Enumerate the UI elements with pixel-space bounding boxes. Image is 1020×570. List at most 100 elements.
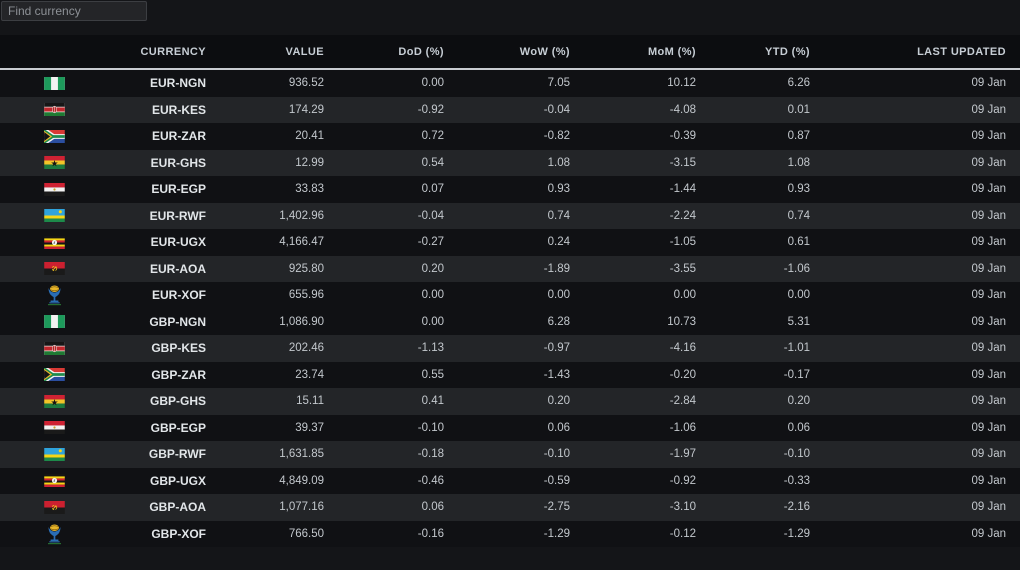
- last-updated-cell: 09 Jan: [971, 342, 1006, 355]
- dod-cell: 0.00: [421, 315, 444, 328]
- table-row[interactable]: EUR-EGP 33.83 0.07 0.93 -1.44 0.93 09 Ja…: [0, 176, 1020, 203]
- dod-cell: 0.54: [421, 156, 444, 169]
- table-row[interactable]: EUR-NGN 936.52 0.00 7.05 10.12 6.26 09 J…: [0, 70, 1020, 97]
- column-header-wow: WoW (%): [519, 45, 570, 58]
- ytd-cell: 0.61: [787, 236, 810, 249]
- south-africa-flag-icon: [44, 368, 65, 382]
- table-row[interactable]: GBP-KES 202.46 -1.13 -0.97 -4.16 -1.01 0…: [0, 335, 1020, 362]
- bceao-emblem-icon: [44, 523, 65, 545]
- wow-cell: 6.28: [547, 315, 570, 328]
- wow-cell: -0.82: [543, 130, 570, 143]
- wow-cell: -0.97: [543, 342, 570, 355]
- currency-pair-label: GBP-KES: [151, 341, 206, 356]
- currency-pair-label: GBP-XOF: [151, 526, 206, 541]
- table-row[interactable]: EUR-RWF 1,402.96 -0.04 0.74 -2.24 0.74 0…: [0, 202, 1020, 229]
- currency-pair-label: EUR-ZAR: [152, 129, 206, 144]
- dod-cell: 0.72: [421, 130, 444, 143]
- column-header-ytd: YTD (%): [765, 45, 810, 58]
- dod-cell: 0.55: [421, 368, 444, 381]
- currency-pair-label: EUR-GHS: [150, 155, 206, 170]
- currency-pair-label: EUR-NGN: [150, 76, 206, 91]
- wow-cell: -1.89: [543, 262, 570, 275]
- currency-pair-label: GBP-AOA: [149, 500, 206, 515]
- currency-pair-label: EUR-AOA: [150, 261, 206, 276]
- top-bar: [0, 0, 1020, 35]
- mom-cell: -3.15: [669, 156, 696, 169]
- mom-cell: -2.84: [669, 395, 696, 408]
- dod-cell: 0.07: [421, 183, 444, 196]
- last-updated-cell: 09 Jan: [971, 474, 1006, 487]
- table-row[interactable]: GBP-AOA 1,077.16 0.06 -2.75 -3.10 -2.16 …: [0, 494, 1020, 521]
- value-cell: 936.52: [288, 77, 324, 90]
- last-updated-cell: 09 Jan: [971, 130, 1006, 143]
- wow-cell: -2.75: [543, 501, 570, 514]
- egypt-flag-icon: [44, 421, 65, 435]
- last-updated-cell: 09 Jan: [971, 395, 1006, 408]
- ytd-cell: -2.16: [783, 501, 810, 514]
- ytd-cell: -0.10: [783, 448, 810, 461]
- table-row[interactable]: EUR-KES 174.29 -0.92 -0.04 -4.08 0.01 09…: [0, 96, 1020, 123]
- table-row[interactable]: EUR-AOA 925.80 0.20 -1.89 -3.55 -1.06 09…: [0, 255, 1020, 282]
- currency-pair-label: GBP-ZAR: [151, 367, 206, 382]
- mom-cell: -1.97: [669, 448, 696, 461]
- table-row[interactable]: EUR-ZAR 20.41 0.72 -0.82 -0.39 0.87 09 J…: [0, 123, 1020, 150]
- ytd-cell: -1.29: [783, 527, 810, 540]
- dod-cell: -0.10: [417, 421, 444, 434]
- mom-cell: -0.20: [669, 368, 696, 381]
- ytd-cell: -1.06: [783, 262, 810, 275]
- ytd-cell: 0.87: [787, 130, 810, 143]
- last-updated-cell: 09 Jan: [971, 209, 1006, 222]
- last-updated-cell: 09 Jan: [971, 289, 1006, 302]
- table-row[interactable]: GBP-RWF 1,631.85 -0.18 -0.10 -1.97 -0.10…: [0, 441, 1020, 468]
- column-header-value: VALUE: [285, 45, 324, 58]
- value-cell: 15.11: [296, 395, 324, 408]
- angola-flag-icon: [44, 262, 65, 276]
- last-updated-cell: 09 Jan: [971, 448, 1006, 461]
- dod-cell: -0.46: [417, 474, 444, 487]
- value-cell: 655.96: [288, 289, 324, 302]
- last-updated-cell: 09 Jan: [971, 421, 1006, 434]
- uganda-flag-icon: [44, 474, 65, 488]
- last-updated-cell: 09 Jan: [971, 236, 1006, 249]
- mom-cell: -0.12: [669, 527, 696, 540]
- value-cell: 174.29: [288, 103, 324, 116]
- last-updated-cell: 09 Jan: [971, 368, 1006, 381]
- table-row[interactable]: GBP-NGN 1,086.90 0.00 6.28 10.73 5.31 09…: [0, 308, 1020, 335]
- currency-pair-label: EUR-KES: [151, 102, 206, 117]
- mom-cell: -3.10: [669, 501, 696, 514]
- wow-cell: -0.04: [543, 103, 570, 116]
- mom-cell: -1.06: [669, 421, 696, 434]
- angola-flag-icon: [44, 500, 65, 514]
- ytd-cell: 0.06: [787, 421, 810, 434]
- mom-cell: -4.16: [669, 342, 696, 355]
- table-row[interactable]: EUR-GHS 12.99 0.54 1.08 -3.15 1.08 09 Ja…: [0, 149, 1020, 176]
- mom-cell: -3.55: [669, 262, 696, 275]
- search-input[interactable]: [1, 1, 147, 21]
- nigeria-flag-icon: [44, 315, 65, 329]
- value-cell: 4,166.47: [279, 236, 324, 249]
- table-row[interactable]: EUR-XOF 655.96 0.00 0.00 0.00 0.00 09 Ja…: [0, 282, 1020, 309]
- table-row[interactable]: GBP-UGX 4,849.09 -0.46 -0.59 -0.92 -0.33…: [0, 467, 1020, 494]
- table-header-row: CURRENCY VALUE DoD (%) WoW (%) MoM (%) Y…: [0, 35, 1020, 68]
- ghana-flag-icon: [44, 156, 65, 170]
- value-cell: 4,849.09: [279, 474, 324, 487]
- table-row[interactable]: EUR-UGX 4,166.47 -0.27 0.24 -1.05 0.61 0…: [0, 229, 1020, 256]
- ytd-cell: 0.00: [787, 289, 810, 302]
- dod-cell: -0.16: [417, 527, 444, 540]
- dod-cell: -0.27: [417, 236, 444, 249]
- table-row[interactable]: GBP-ZAR 23.74 0.55 -1.43 -0.20 -0.17 09 …: [0, 361, 1020, 388]
- table-row[interactable]: GBP-XOF 766.50 -0.16 -1.29 -0.12 -1.29 0…: [0, 520, 1020, 547]
- table-row[interactable]: GBP-EGP 39.37 -0.10 0.06 -1.06 0.06 09 J…: [0, 414, 1020, 441]
- value-cell: 1,631.85: [279, 448, 324, 461]
- dod-cell: -0.92: [417, 103, 444, 116]
- column-header-dod: DoD (%): [398, 45, 444, 58]
- table-row[interactable]: GBP-GHS 15.11 0.41 0.20 -2.84 0.20 09 Ja…: [0, 388, 1020, 415]
- last-updated-cell: 09 Jan: [971, 156, 1006, 169]
- value-cell: 12.99: [295, 156, 324, 169]
- value-cell: 925.80: [288, 262, 324, 275]
- mom-cell: -1.05: [669, 236, 696, 249]
- ytd-cell: 0.01: [787, 103, 810, 116]
- mom-cell: -0.92: [669, 474, 696, 487]
- currency-pair-label: GBP-RWF: [148, 447, 206, 462]
- value-cell: 33.83: [295, 183, 324, 196]
